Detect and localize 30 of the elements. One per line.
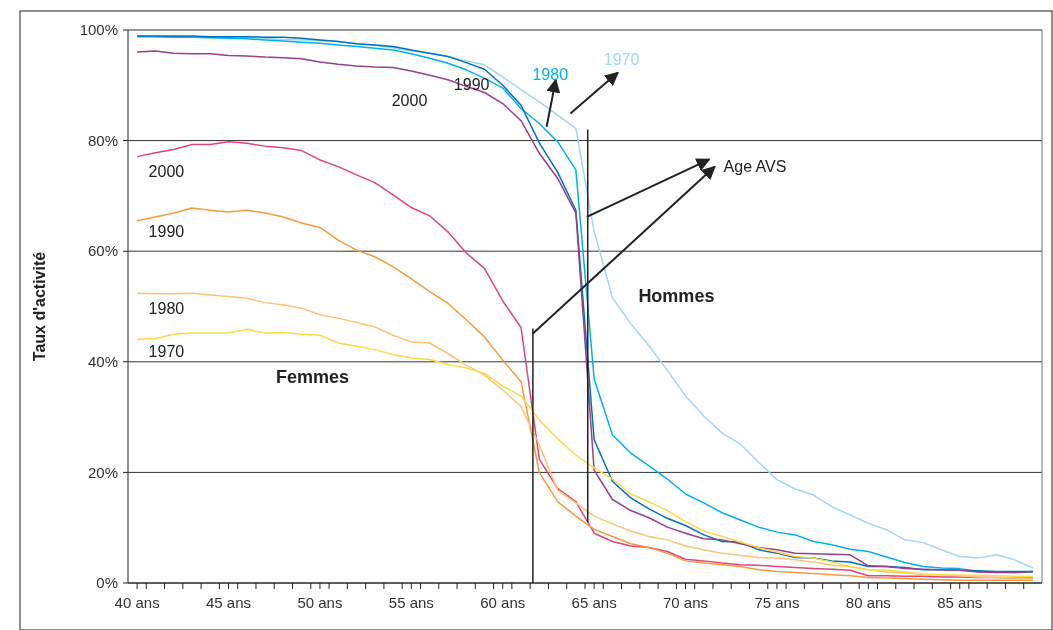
text: 1970: [603, 51, 640, 69]
x-tick-label: 40 ans: [114, 594, 160, 611]
y-tick-label: 60%: [87, 242, 118, 260]
x-tick-label: 60 ans: [480, 594, 526, 611]
line-series: [136, 207, 1034, 581]
x-tick-label: 65 ans: [571, 594, 617, 611]
y-tick-label: 0%: [96, 574, 118, 592]
y-tick-label: 40%: [87, 353, 118, 371]
x-tick-label: 50 ans: [297, 594, 343, 611]
y-tick-label: 80%: [87, 131, 118, 149]
series-label: 1980: [148, 299, 185, 317]
annotation: Femmes: [276, 367, 350, 388]
y-tick-label: 100%: [79, 21, 118, 39]
x-tick-label: 55 ans: [388, 594, 434, 611]
series-label: 2000: [391, 91, 428, 109]
series-label: 1970: [148, 343, 185, 361]
series-label: 1980: [532, 66, 569, 84]
x-tick-label: 45 ans: [206, 594, 252, 611]
y-tick-label: 20%: [87, 463, 118, 481]
x-tick-label: 70 ans: [663, 594, 709, 611]
annotation: Hommes: [638, 286, 715, 307]
series-label: 2000: [148, 162, 185, 180]
line-series: [136, 140, 1034, 579]
x-tick-label: 75 ans: [754, 594, 800, 611]
series-label: 1990: [453, 75, 490, 93]
x-tick-label: 85 ans: [937, 594, 983, 611]
annotation: Age AVS: [723, 157, 787, 175]
x-tick-label: 80 ans: [845, 594, 891, 611]
series-label: 1990: [148, 223, 185, 241]
y-axis-title: Taux d'activité: [31, 251, 48, 362]
